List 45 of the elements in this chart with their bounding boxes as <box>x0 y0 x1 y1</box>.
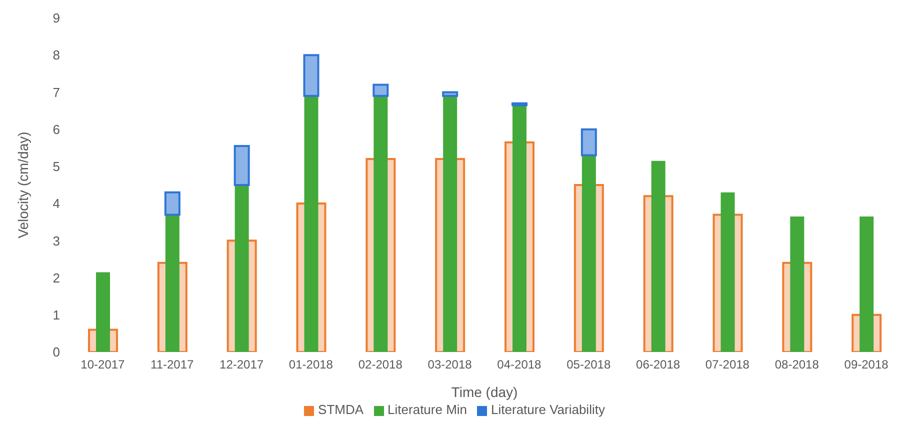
x-tick-label: 06-2018 <box>636 358 680 372</box>
x-tick-label: 08-2018 <box>774 358 820 372</box>
x-tick-label: 10-2017 <box>80 358 126 372</box>
y-tick-label: 5 <box>52 159 60 174</box>
bar <box>165 214 180 352</box>
legend-label: Literature Variability <box>491 402 605 417</box>
bar <box>651 160 666 352</box>
bar <box>512 105 526 352</box>
y-tick-label: 2 <box>52 270 60 286</box>
x-tick-label: 07-2018 <box>705 358 750 372</box>
x-tick-label: 02-2018 <box>358 358 403 372</box>
y-tick-label: 9 <box>52 10 60 26</box>
bar <box>96 272 110 352</box>
y-tick-label: 3 <box>52 233 60 248</box>
bar <box>442 91 458 97</box>
bar <box>582 155 596 352</box>
x-axis-title: Time (day) <box>451 384 518 400</box>
x-tick-label: 03-2018 <box>428 358 472 372</box>
y-tick-label: 7 <box>52 84 60 100</box>
y-axis-title: Velocity (cm/day) <box>14 132 31 238</box>
bar <box>234 185 249 352</box>
bar <box>790 216 804 352</box>
y-tick-label: 1 <box>52 308 60 323</box>
x-tick-label: 05-2018 <box>566 358 611 372</box>
bar <box>303 54 320 97</box>
bar <box>234 145 250 186</box>
x-tick-label: 11-2017 <box>150 358 194 372</box>
y-tick-label: 4 <box>52 196 60 212</box>
x-tick-label: 01-2018 <box>288 358 334 372</box>
bar <box>720 192 735 352</box>
legend-label: STMDA <box>318 402 364 417</box>
x-tick-label: 04-2018 <box>497 358 542 372</box>
bar <box>580 128 597 156</box>
bar <box>372 84 389 97</box>
y-tick-label: 8 <box>52 48 60 63</box>
bar <box>374 96 388 352</box>
bar <box>164 191 180 216</box>
bar <box>304 96 318 352</box>
y-tick-label: 0 <box>52 344 60 360</box>
bar <box>443 96 458 352</box>
x-tick-label: 09-2018 <box>844 358 889 372</box>
legend-label: Literature Min <box>388 402 468 417</box>
x-tick-label: 12-2017 <box>220 358 264 372</box>
bar <box>860 216 874 352</box>
y-tick-label: 6 <box>52 122 60 137</box>
